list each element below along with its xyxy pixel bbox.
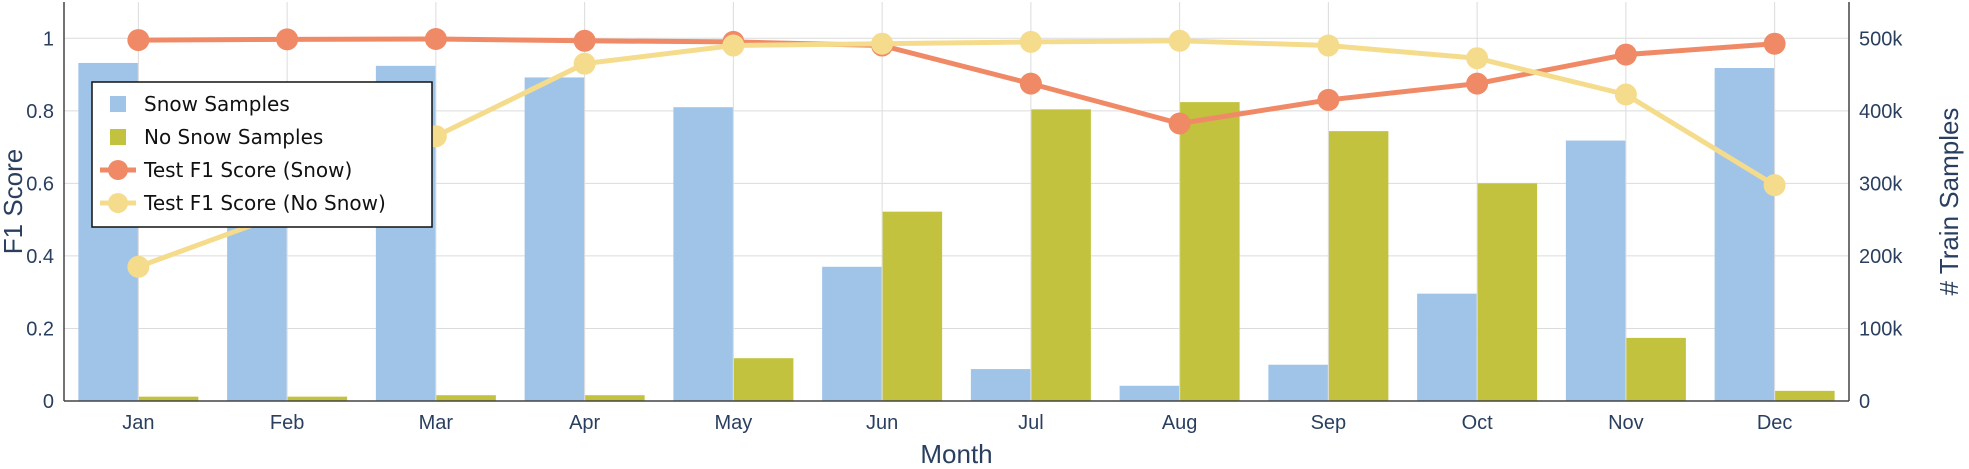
legend-label: No Snow Samples	[144, 125, 323, 149]
bar-snow-samples	[1417, 293, 1477, 401]
x-tick-label: Sep	[1311, 412, 1347, 434]
y-right-tick-label: 400k	[1859, 101, 1903, 123]
point-f1-no-snow	[1763, 174, 1786, 197]
legend: Snow Samples No Snow Samples Test F1 Score…	[91, 81, 433, 228]
y-right-tick-label: 500k	[1859, 28, 1903, 50]
x-tick-label: Jan	[122, 412, 154, 434]
y-right-tick-label: 100k	[1859, 318, 1903, 340]
point-f1-snow	[1019, 72, 1042, 95]
y-left-tick-label: 0.4	[26, 246, 54, 268]
y-axis-right-title: # Train Samples	[1934, 108, 1964, 296]
legend-swatch-bar	[110, 96, 126, 112]
bar-no-snow-samples	[585, 395, 645, 401]
x-tick-label: Aug	[1162, 412, 1198, 434]
y-left-tick-label: 0.8	[26, 101, 54, 123]
bar-snow-samples	[1565, 140, 1626, 401]
y-left-tick-label: 0	[43, 391, 54, 413]
axis-layer: Jan Feb Mar Apr May Jun Jul Aug Sep Oct Nov Dec 0 0.2…	[26, 2, 1903, 434]
point-f1-no-snow	[1466, 47, 1489, 70]
legend-label: Test F1 Score (No Snow)	[143, 191, 386, 215]
x-tick-label: Jun	[866, 412, 898, 434]
bar-no-snow-samples	[138, 396, 199, 401]
legend-box	[91, 81, 433, 228]
bar-no-snow-samples	[1626, 337, 1686, 401]
x-tick-label: Feb	[270, 412, 304, 434]
x-tick-label: Apr	[569, 412, 600, 434]
y-right-tick-label: 0	[1859, 391, 1870, 413]
x-axis-title: Month	[920, 439, 992, 469]
y-axis-left-title: F1 Score	[0, 149, 28, 255]
point-f1-no-snow	[127, 255, 150, 278]
legend-label: Snow Samples	[144, 92, 290, 116]
point-f1-snow	[127, 29, 150, 52]
point-f1-snow	[1168, 112, 1191, 135]
legend-swatch-marker	[108, 193, 128, 213]
point-f1-snow	[424, 27, 447, 50]
legend-label: Test F1 Score (Snow)	[143, 158, 352, 182]
point-f1-snow	[276, 28, 299, 51]
y-right-tick-label: 300k	[1859, 173, 1903, 195]
bar-no-snow-samples	[436, 395, 496, 401]
legend-swatch-bar	[110, 129, 126, 145]
y-left-tick-label: 0.6	[26, 173, 54, 195]
legend-swatch-marker	[108, 160, 128, 180]
y-left-tick-label: 0.2	[26, 318, 54, 340]
point-f1-no-snow	[1019, 30, 1042, 53]
bar-no-snow-samples	[1477, 183, 1538, 401]
bar-snow-samples	[673, 107, 733, 401]
bar-no-snow-samples	[1180, 102, 1240, 401]
bar-snow-samples	[1119, 385, 1180, 401]
bar-no-snow-samples	[882, 211, 943, 401]
bar-no-snow-samples	[733, 358, 794, 401]
x-tick-label: Nov	[1608, 412, 1644, 434]
bar-no-snow-samples	[287, 396, 348, 401]
bar-snow-samples	[1714, 68, 1775, 402]
x-tick-label: Dec	[1757, 412, 1793, 434]
point-f1-snow	[1466, 72, 1489, 95]
x-tick-label: Mar	[419, 412, 454, 434]
y-left-tick-label: 1	[43, 28, 54, 50]
x-tick-label: Oct	[1462, 412, 1494, 434]
point-f1-snow	[1763, 32, 1786, 55]
point-f1-no-snow	[573, 52, 596, 75]
bar-layer	[78, 62, 1835, 402]
point-f1-no-snow	[1614, 83, 1637, 106]
grid-layer	[64, 2, 1849, 401]
point-f1-no-snow	[1168, 29, 1191, 52]
y-right-tick-label: 200k	[1859, 246, 1903, 268]
x-tick-label: Jul	[1018, 412, 1044, 434]
point-f1-no-snow	[871, 32, 894, 55]
point-f1-snow	[1317, 88, 1340, 111]
point-f1-no-snow	[722, 34, 745, 57]
point-f1-snow	[1614, 43, 1637, 66]
bar-snow-samples	[524, 77, 585, 402]
bar-snow-samples	[1268, 364, 1328, 401]
bar-snow-samples	[822, 266, 882, 401]
point-f1-snow	[573, 29, 596, 52]
line-f1-snow	[138, 36, 1775, 127]
point-f1-no-snow	[1317, 34, 1340, 57]
bar-no-snow-samples	[1328, 131, 1389, 401]
x-tick-label: May	[714, 412, 752, 434]
bar-no-snow-samples	[1031, 109, 1091, 401]
bar-no-snow-samples	[1775, 390, 1835, 401]
bar-snow-samples	[970, 369, 1031, 401]
